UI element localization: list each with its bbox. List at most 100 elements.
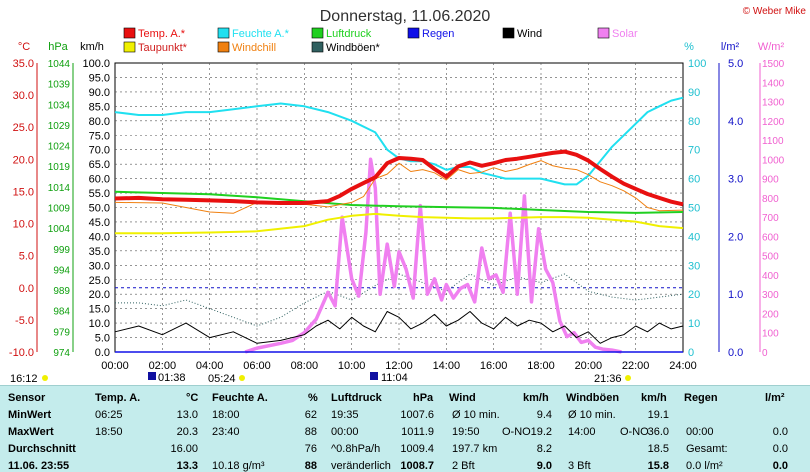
tick-rain: 4.0: [728, 116, 743, 128]
tick-temp: 20.0: [13, 154, 34, 166]
tick-percent: 30: [688, 260, 700, 272]
event-time-1: 01:38: [158, 372, 186, 384]
table-cell: 13.0: [176, 409, 198, 421]
table-cell: 13.3: [176, 460, 198, 472]
tick-percent: 0: [688, 347, 694, 359]
tick-solar: 300: [762, 290, 779, 301]
tick-temp: 5.0: [19, 251, 34, 263]
tick-solar: 1200: [762, 117, 785, 128]
header-temp: Temp. A.: [95, 392, 141, 404]
moon-time: 16:12: [10, 373, 38, 385]
tick-hpa: 1019: [48, 162, 71, 173]
chart-title: Donnerstag, 11.06.2020: [320, 8, 491, 25]
table-cell: 14:00: [568, 426, 596, 438]
tick-solar: 500: [762, 252, 779, 263]
tick-kmh: 25.0: [89, 275, 110, 287]
table-cell: 88: [304, 426, 317, 438]
table-cell: 16.00: [170, 443, 198, 455]
tick-kmh: 55.0: [89, 188, 110, 200]
tick-rain: 0.0: [728, 347, 743, 359]
tick-kmh: 35.0: [89, 246, 110, 258]
table-cell: 18:50: [95, 426, 123, 438]
tick-solar: 100: [762, 329, 779, 340]
tick-kmh: 40.0: [89, 231, 110, 243]
tick-time: 10:00: [338, 360, 366, 372]
tick-kmh: 30.0: [89, 260, 110, 272]
header-temp-unit: °C: [186, 392, 199, 404]
table-cell: 19:35: [331, 409, 359, 421]
tick-solar: 700: [762, 213, 779, 224]
tick-percent: 100: [688, 58, 706, 70]
series-line: [114, 96, 684, 186]
table-cell: 19.2: [530, 426, 552, 438]
table-cell: 0.0: [772, 443, 788, 455]
series-line: [114, 149, 684, 207]
table-cell: 9.0: [536, 460, 552, 472]
table-cell: 1008.7: [400, 460, 434, 472]
unit-kmh: km/h: [80, 41, 104, 53]
tick-kmh: 75.0: [89, 130, 110, 142]
tick-rain: 1.0: [728, 289, 743, 301]
tick-hpa: 979: [53, 327, 70, 338]
tick-hpa: 1039: [48, 80, 71, 91]
unit-solar: W/m²: [758, 41, 785, 53]
tick-time: 18:00: [527, 360, 555, 372]
table-cell: 76: [304, 443, 317, 455]
legend-swatch: [311, 27, 324, 39]
tick-hpa: 994: [53, 265, 70, 276]
tick-percent: 50: [688, 203, 700, 215]
header-wind-unit: km/h: [523, 392, 549, 404]
header-luftdruck-unit: hPa: [413, 392, 434, 404]
tick-temp: 25.0: [13, 122, 34, 134]
table-cell: O-NO: [620, 426, 649, 438]
legend-label: Temp. A.*: [138, 28, 186, 40]
tick-kmh: 100.0: [82, 58, 110, 70]
table-cell: 19.1: [647, 409, 669, 421]
table-cell: 62: [304, 409, 317, 421]
tick-time: 02:00: [149, 360, 177, 372]
tick-kmh: 45.0: [89, 217, 110, 229]
tick-time: 08:00: [291, 360, 319, 372]
table-cell: 15.8: [647, 460, 669, 472]
table-cell: Ø 10 min.: [568, 409, 616, 421]
sunset-icon: [625, 375, 631, 381]
series-line: [114, 311, 684, 344]
legend-swatch: [502, 27, 515, 39]
table-cell: veränderlich: [331, 460, 391, 472]
weather-chart: Donnerstag, 11.06.2020 © Weber Mike Temp. …: [9, 6, 807, 385]
header-regen-unit: l/m²: [765, 392, 785, 404]
tick-temp: 10.0: [13, 219, 34, 231]
tick-solar: 900: [762, 175, 779, 186]
tick-time: 22:00: [622, 360, 650, 372]
unit-celsius: °C: [18, 41, 30, 53]
legend-swatch: [311, 41, 324, 53]
tick-kmh: 90.0: [89, 87, 110, 99]
table-cell: O-NO: [502, 426, 531, 438]
tick-kmh: 85.0: [89, 101, 110, 113]
tick-rain: 3.0: [728, 174, 743, 186]
table-cell: 20.3: [176, 426, 198, 438]
table-cell: 88: [304, 460, 317, 472]
tick-hpa: 999: [53, 245, 70, 256]
table-cell: 10.18 g/m³: [212, 460, 265, 472]
legend-label: Solar: [612, 28, 638, 40]
table-cell: 8.2: [536, 443, 552, 455]
table-cell: 1011.9: [401, 426, 434, 438]
table-cell: 197.7 km: [452, 443, 498, 455]
legend-label: Windchill: [232, 42, 276, 54]
tick-temp: 35.0: [13, 58, 34, 70]
tick-kmh: 20.0: [89, 289, 110, 301]
tick-hpa: 984: [53, 307, 70, 318]
legend-label: Taupunkt*: [138, 42, 188, 54]
legend-swatch: [123, 27, 136, 39]
moon-phase-icon: [148, 372, 156, 380]
tick-solar: 800: [762, 194, 779, 205]
tick-solar: 1400: [762, 78, 785, 89]
tick-solar: 0: [762, 348, 768, 359]
tick-time: 16:00: [480, 360, 508, 372]
table-cell: 0.0 l/m²: [686, 460, 723, 472]
table-cell: 06:25: [95, 409, 123, 421]
tick-time: 00:00: [101, 360, 129, 372]
tick-kmh: 5.0: [95, 333, 110, 345]
tick-percent: 10: [688, 318, 700, 330]
